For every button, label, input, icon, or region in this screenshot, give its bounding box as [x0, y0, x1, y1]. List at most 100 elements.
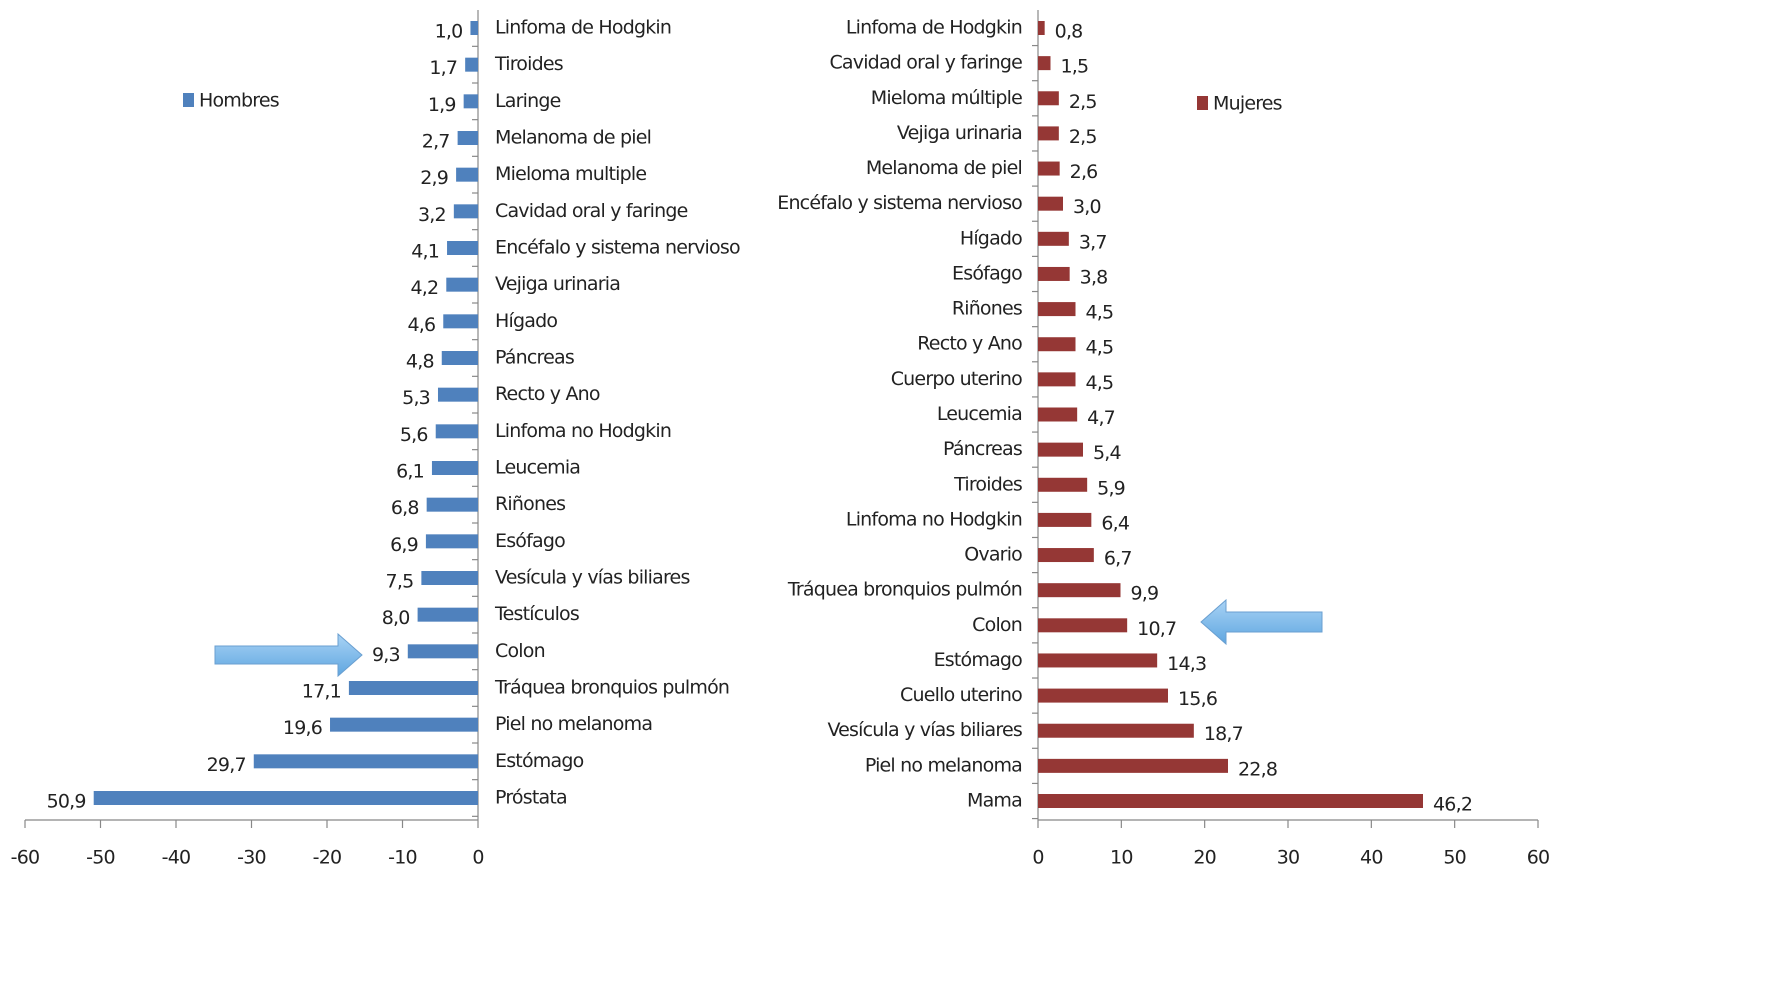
bar — [421, 571, 478, 585]
category-label: Vejiga urinaria — [495, 273, 620, 295]
category-label: Tiroides — [494, 53, 563, 75]
category-label: Riñones — [495, 493, 565, 515]
bar — [446, 277, 478, 292]
value-label: 22,8 — [1238, 758, 1277, 780]
bar — [441, 351, 478, 365]
x-tick-label: 40 — [1360, 847, 1383, 869]
value-label: 2,9 — [420, 167, 448, 189]
bar — [1038, 56, 1051, 71]
category-label: Vejiga urinaria — [897, 122, 1022, 144]
category-label: Cavidad oral y faringe — [829, 52, 1022, 74]
category-label: Recto y Ano — [495, 383, 600, 405]
category-label: Recto y Ano — [917, 333, 1022, 355]
bar — [456, 167, 478, 182]
arrow — [1200, 598, 1323, 646]
value-label: 6,8 — [391, 497, 419, 519]
category-label: Esófago — [495, 530, 565, 552]
x-tick-label: 10 — [1110, 847, 1133, 869]
bar — [1038, 372, 1076, 387]
value-label: 14,3 — [1167, 653, 1206, 675]
x-tick-label: 20 — [1193, 847, 1216, 869]
value-label: 2,6 — [1070, 161, 1098, 183]
bar — [1038, 583, 1121, 598]
category-label: Cuerpo uterino — [891, 368, 1022, 390]
bar — [431, 461, 478, 475]
category-label: Cavidad oral y faringe — [495, 200, 688, 222]
value-label: 5,3 — [402, 387, 430, 409]
x-tick-label: -40 — [162, 847, 191, 869]
value-label: 1,9 — [428, 94, 456, 116]
category-label: Esófago — [952, 262, 1022, 284]
category-label: Estómago — [934, 649, 1023, 671]
bar — [1038, 196, 1063, 211]
value-label: 10,7 — [1137, 618, 1176, 640]
value-label: 46,2 — [1433, 794, 1472, 816]
x-tick-label: 0 — [1032, 847, 1043, 869]
category-label: Mieloma multiple — [495, 163, 646, 185]
category-label: Cuello uterino — [900, 684, 1022, 706]
category-label: Hígado — [495, 310, 557, 332]
value-label: 2,7 — [422, 131, 450, 153]
category-label: Vesícula y vías biliares — [827, 719, 1022, 741]
arrow — [214, 632, 363, 678]
bar — [437, 387, 478, 402]
value-label: 4,8 — [406, 351, 434, 373]
bar — [435, 424, 478, 439]
value-label: 29,7 — [207, 754, 246, 776]
bar — [1038, 91, 1059, 106]
value-label: 0,8 — [1055, 21, 1083, 43]
value-label: 4,5 — [1086, 302, 1114, 324]
category-label: Próstata — [495, 787, 567, 809]
bar — [1038, 758, 1228, 773]
category-label: Linfoma de Hodgkin — [846, 17, 1022, 39]
bar — [1038, 442, 1083, 457]
value-label: 2,5 — [1069, 91, 1097, 113]
legend-label: Mujeres — [1213, 93, 1282, 115]
bar — [1038, 302, 1076, 317]
legend-label: Hombres — [199, 90, 279, 112]
bar — [1038, 337, 1076, 352]
bar — [1038, 548, 1094, 563]
category-label: Tráquea bronquios pulmón — [787, 579, 1022, 601]
bar — [457, 131, 478, 145]
bar — [463, 94, 478, 109]
bar — [93, 791, 478, 805]
value-label: 7,5 — [386, 571, 414, 593]
value-label: 4,2 — [410, 277, 438, 299]
bar — [1038, 794, 1423, 808]
category-label: Piel no melanoma — [495, 713, 652, 735]
value-label: 6,1 — [396, 461, 424, 483]
x-tick-label: -20 — [313, 847, 342, 869]
value-label: 1,0 — [435, 21, 463, 43]
category-label: Linfoma no Hodgkin — [495, 420, 671, 442]
category-label: Linfoma de Hodgkin — [495, 17, 671, 39]
category-label: Vesícula y vías biliares — [495, 567, 690, 589]
value-label: 5,9 — [1097, 477, 1125, 499]
x-tick-label: 50 — [1443, 847, 1466, 869]
x-tick-label: -30 — [237, 847, 266, 869]
bar — [1038, 126, 1059, 141]
bar — [1038, 512, 1092, 527]
bar — [348, 681, 478, 695]
bar — [425, 534, 478, 549]
value-label: 18,7 — [1204, 723, 1243, 745]
category-label: Ovario — [964, 544, 1022, 566]
bar — [470, 21, 478, 35]
value-label: 3,7 — [1079, 231, 1107, 253]
value-label: 4,6 — [407, 314, 435, 336]
x-tick-label: -60 — [11, 847, 40, 869]
bar — [1038, 618, 1128, 633]
category-label: Estómago — [495, 750, 584, 772]
category-label: Laringe — [495, 90, 561, 112]
bar — [443, 314, 478, 329]
legend-swatch — [1197, 96, 1208, 110]
bar — [1038, 653, 1158, 668]
bar — [253, 754, 478, 769]
bar — [447, 241, 478, 255]
category-label: Encéfalo y sistema nervioso — [777, 192, 1022, 214]
category-label: Melanoma de piel — [866, 157, 1022, 179]
category-label: Piel no melanoma — [865, 754, 1022, 776]
value-label: 1,5 — [1061, 56, 1089, 78]
category-label: Mieloma múltiple — [871, 87, 1022, 109]
